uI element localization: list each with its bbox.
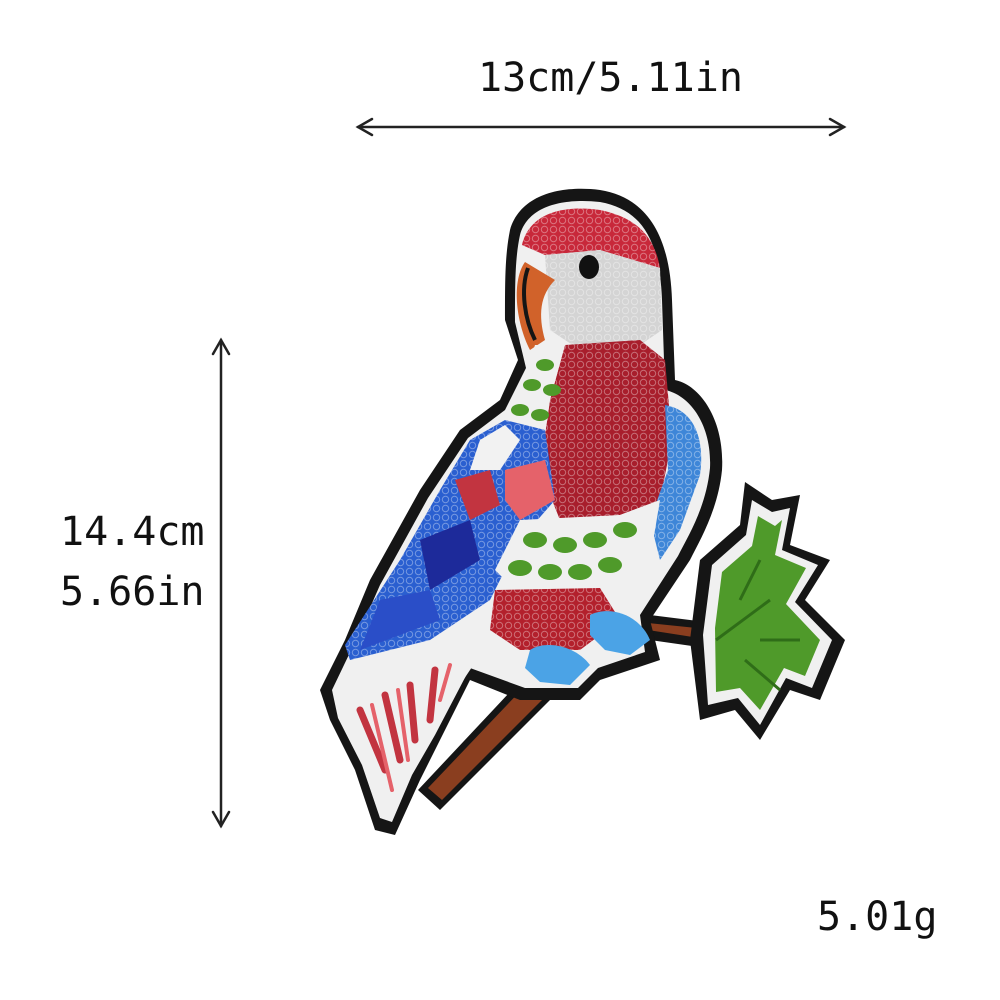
parrot-eye [579,255,599,279]
height-arrow-top-head [211,337,231,356]
width-arrow-left-head [355,117,374,137]
parrot-tail [340,650,480,815]
leaf [690,482,845,740]
parrot-feet [525,611,650,685]
height-arrow-bottom-head [211,810,231,829]
height-dimension-cm-label: 14.4cm [60,509,205,555]
width-arrow-right-head [828,117,847,137]
weight-label: 5.01g [817,894,938,940]
width-dimension-label: 13cm/5.11in [478,55,743,101]
height-dimension-in-label: 5.66in [60,569,205,615]
